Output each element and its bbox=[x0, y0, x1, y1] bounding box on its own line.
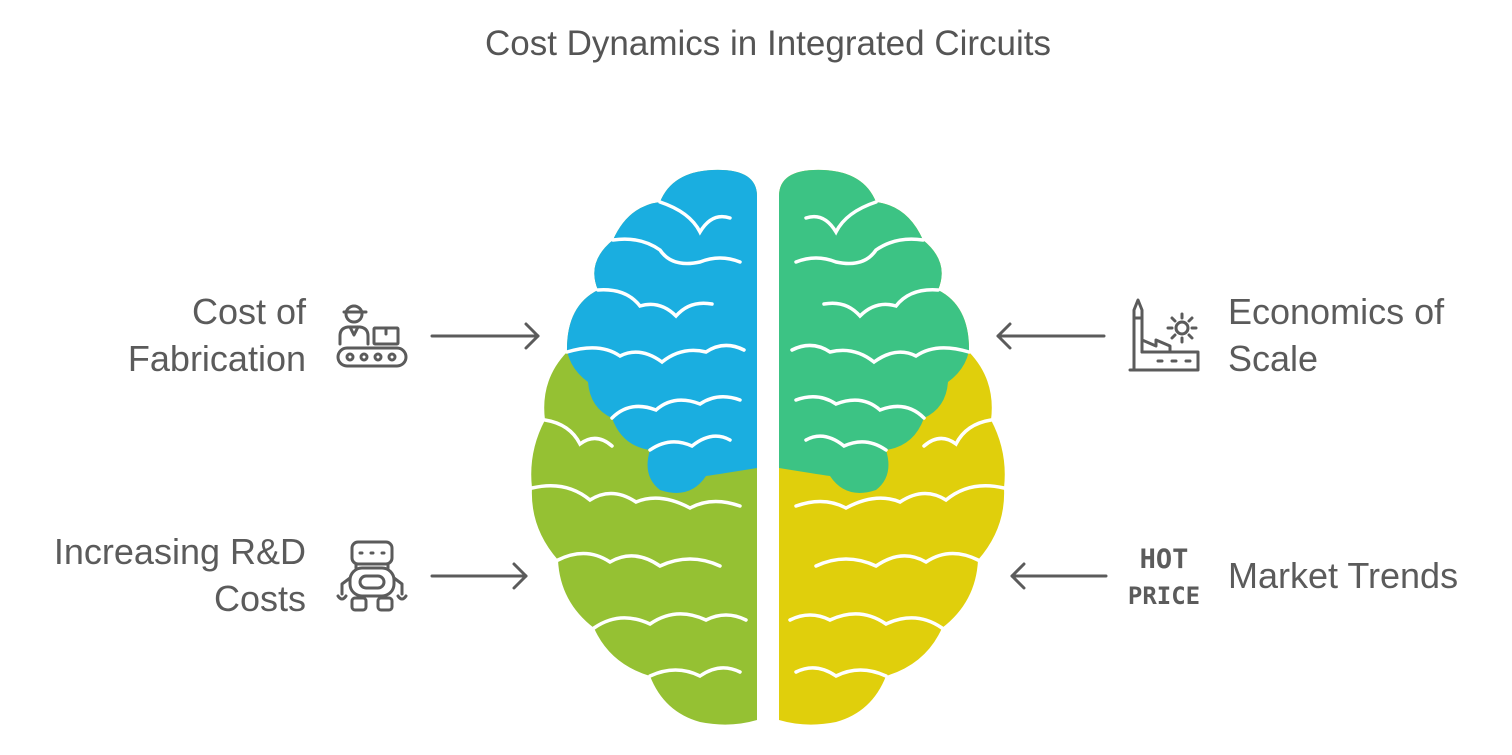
factor-label-line: Economics of bbox=[1228, 291, 1445, 332]
robot-icon bbox=[336, 540, 408, 612]
factor-label-market: Market Trends bbox=[1228, 552, 1458, 599]
hot-price-icon-line2: PRICE bbox=[1128, 582, 1200, 610]
diagram-title: Cost Dynamics in Integrated Circuits bbox=[484, 24, 1052, 63]
arrow-fabrication bbox=[430, 322, 540, 350]
arrow-scale bbox=[996, 322, 1106, 350]
arrow-market bbox=[1010, 562, 1108, 590]
factor-label-line: Increasing R&D bbox=[53, 531, 306, 572]
factor-label-line: Costs bbox=[213, 578, 306, 619]
arrow-rnd bbox=[430, 562, 528, 590]
factor-label-line: Fabrication bbox=[127, 338, 306, 379]
hot-price-icon: HOT PRICE bbox=[1128, 544, 1200, 610]
brain-folds bbox=[530, 200, 1006, 679]
factor-label-line: Market Trends bbox=[1228, 555, 1459, 596]
factor-label-line: Scale bbox=[1228, 338, 1319, 379]
factory-gear-icon bbox=[1128, 298, 1200, 372]
worker-conveyor-icon bbox=[336, 304, 408, 368]
factor-label-scale: Economics of Scale bbox=[1228, 288, 1444, 382]
factor-label-fabrication: Cost of Fabrication bbox=[128, 288, 306, 382]
factor-label-line: Cost of bbox=[191, 291, 306, 332]
factor-label-rnd: Increasing R&D Costs bbox=[54, 528, 306, 622]
hot-price-icon-line1: HOT bbox=[1140, 544, 1189, 575]
